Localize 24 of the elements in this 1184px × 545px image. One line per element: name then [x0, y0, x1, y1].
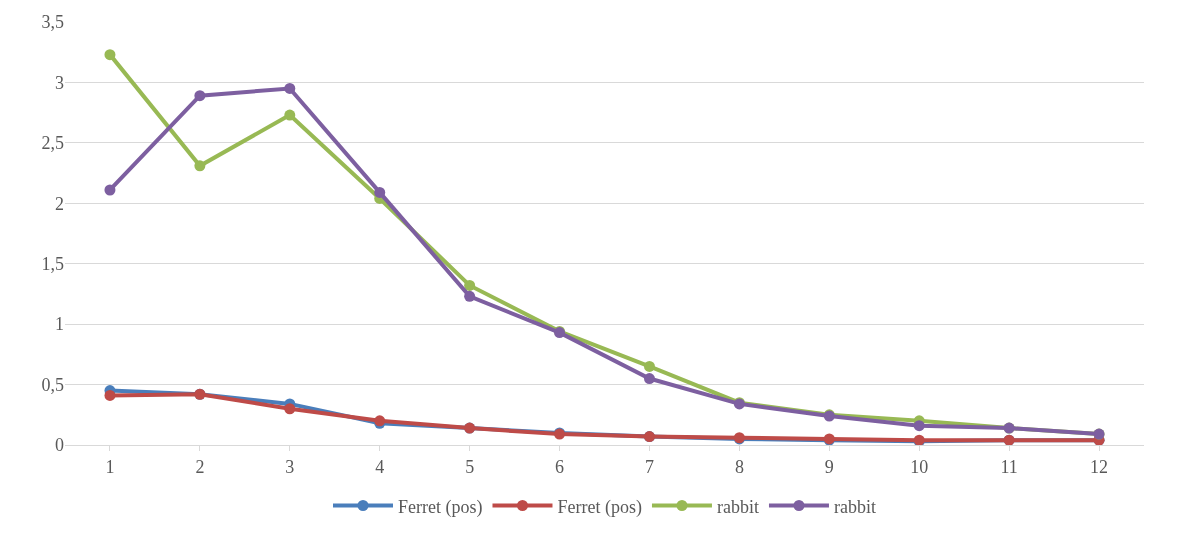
- x-tick-label: 9: [824, 456, 834, 477]
- y-tick-label: 3: [55, 72, 64, 93]
- x-tick-label: 6: [555, 456, 565, 477]
- legend-label: Ferret (pos): [557, 496, 642, 518]
- y-tick-label: 2,5: [41, 133, 64, 154]
- x-tick-label: 4: [375, 456, 385, 477]
- y-tick-label: 0: [55, 435, 64, 456]
- y-tick-label: 1,5: [41, 254, 64, 275]
- y-tick-label: 2: [55, 193, 64, 214]
- legend-label: Ferret (pos): [398, 496, 483, 518]
- x-tick-label: 2: [195, 456, 205, 477]
- x-tick-label: 8: [734, 456, 744, 477]
- y-tick-label: 1: [55, 314, 64, 335]
- x-tick-label: 10: [910, 456, 929, 477]
- x-tick-label: 3: [285, 456, 295, 477]
- x-tick-label: 12: [1090, 456, 1109, 477]
- x-tick-label: 1: [105, 456, 115, 477]
- x-tick-label: 11: [1000, 456, 1018, 477]
- x-tick-label: 5: [465, 456, 475, 477]
- y-tick-label: 3,5: [41, 12, 64, 33]
- legend-label: rabbit: [833, 496, 876, 517]
- x-tick-label: 7: [644, 456, 654, 477]
- legend-label: rabbit: [716, 496, 759, 517]
- y-tick-label: 0,5: [41, 374, 64, 395]
